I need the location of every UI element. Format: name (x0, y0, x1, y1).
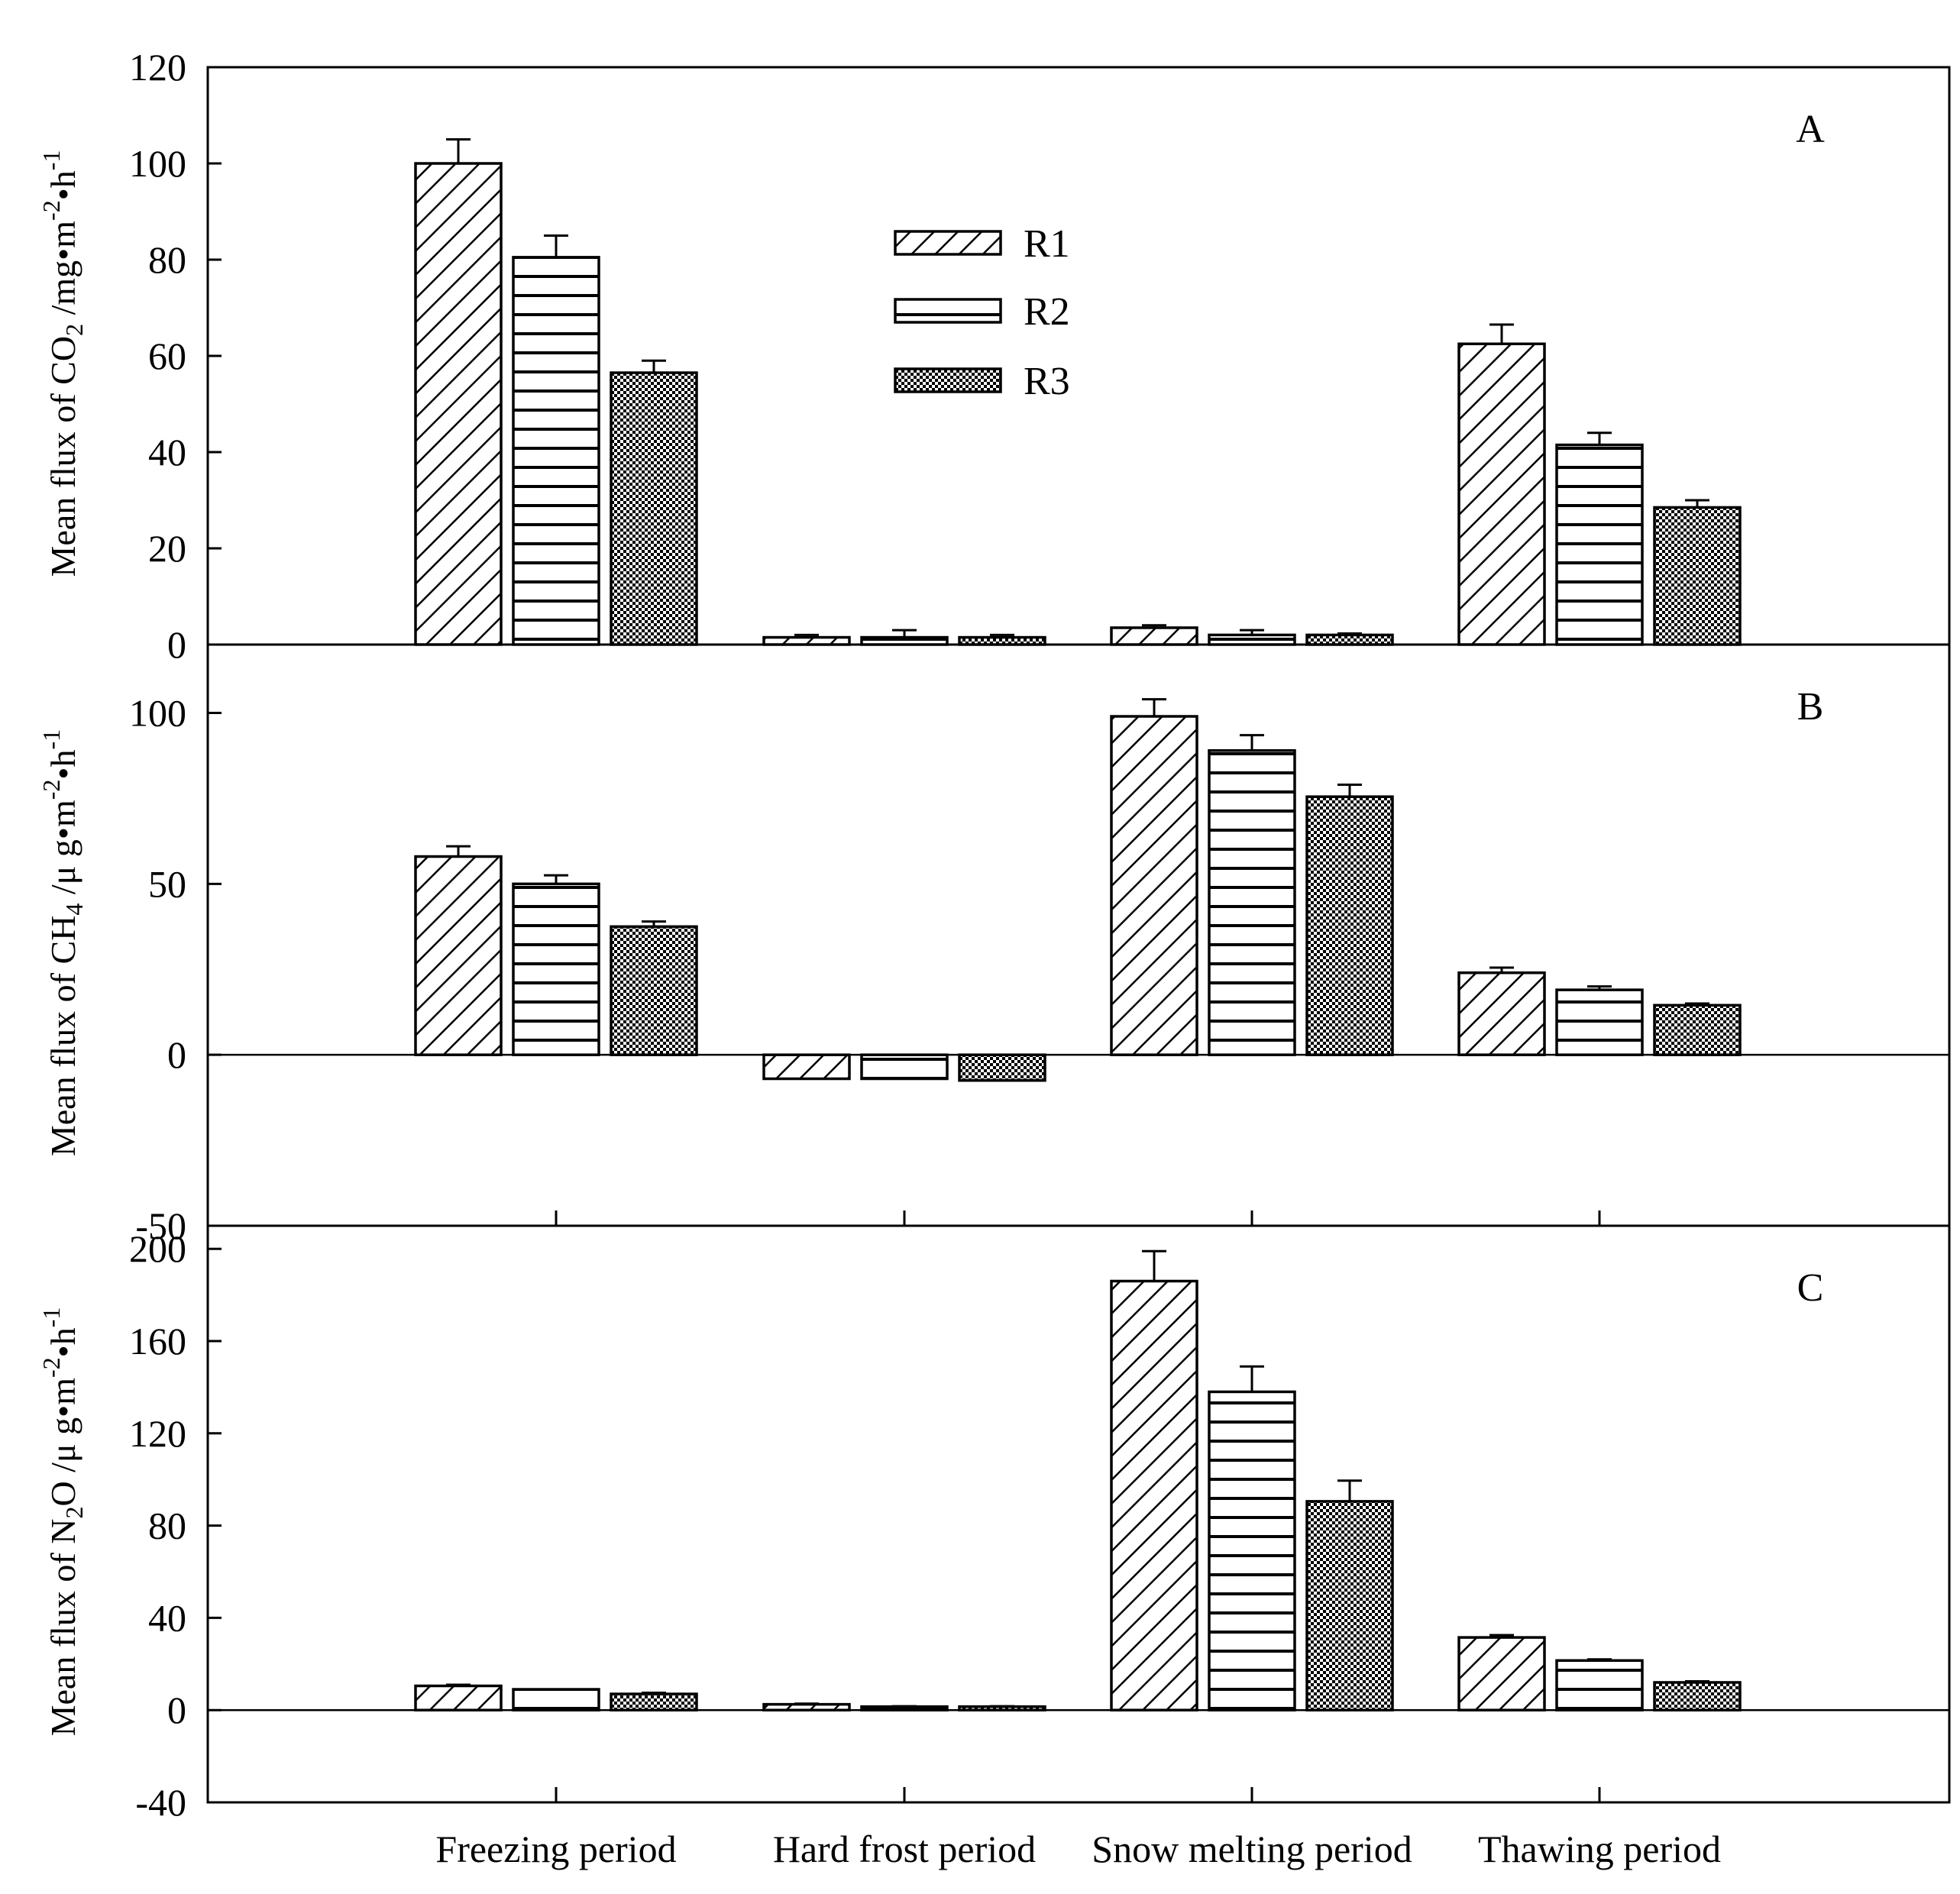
legend-label: R2 (1024, 290, 1070, 334)
bar-a-r2-3 (1555, 443, 1644, 646)
bar-c-r3-3 (1653, 1681, 1742, 1711)
y-tick-label: 120 (129, 1412, 186, 1455)
bar-a-r2-0 (512, 256, 600, 646)
bar-c-r1-1 (762, 1702, 851, 1711)
panel-label: A (1796, 108, 1825, 151)
y-tick-label: 120 (129, 46, 186, 89)
y-tick-label: 80 (148, 238, 186, 281)
y-tick-label: 0 (167, 623, 186, 666)
x-category-label: Snow melting period (1092, 1828, 1412, 1870)
y-axis-label: Mean flux of N2O /μ g•m-2•h-1 (37, 1307, 88, 1737)
bar-a-r1-3 (1457, 342, 1546, 646)
y-tick-label: 100 (129, 692, 186, 735)
legend: R1 R2 R3 (894, 222, 1070, 403)
panel-label: B (1797, 685, 1824, 729)
bar-b-r3-3 (1653, 1004, 1742, 1056)
bar-c-r2-2 (1208, 1390, 1296, 1711)
bar-b-r3-1 (958, 1053, 1046, 1082)
panel-a: 0 20 40 60 80 100 120 A Mean flux of CO2 /mg•m-2… (37, 46, 1951, 666)
legend-swatch-horizontal (894, 298, 1002, 324)
bar-b-r2-1 (860, 1053, 949, 1081)
y-tick-label: -40 (135, 1781, 186, 1824)
bar-a-r3-2 (1305, 633, 1394, 646)
y-axis-label: Mean flux of CO2 /mg•m-2•h-1 (37, 150, 88, 577)
bar-b-r2-2 (1208, 749, 1296, 1056)
legend-label: R3 (1024, 360, 1070, 403)
y-tick-label: 160 (129, 1320, 186, 1362)
bar-c-r1-3 (1457, 1636, 1546, 1711)
legend-item-r1: R1 (894, 222, 1070, 266)
bar-a-r3-0 (610, 371, 698, 646)
y-tick-label: 200 (129, 1227, 186, 1270)
bar-b-r2-0 (512, 882, 600, 1056)
y-tick-label: 50 (148, 862, 186, 905)
x-category-label: Hard frost period (773, 1828, 1036, 1870)
y-tick-label: -50 (135, 1204, 186, 1247)
x-axis-categories: Freezing period Hard frost period Snow mel… (435, 1828, 1721, 1870)
bar-b-r1-1 (762, 1053, 851, 1081)
bar-c-r1-0 (414, 1684, 503, 1711)
bar-c-r1-2 (1110, 1279, 1198, 1711)
x-category-label: Freezing period (435, 1828, 676, 1870)
y-tick-label: 0 (167, 1689, 186, 1731)
panel-frame (206, 1224, 1951, 1804)
y-tick-label: 60 (148, 335, 186, 377)
bar-a-r1-0 (414, 162, 503, 646)
panels-layer: 0 20 40 60 80 100 120 A Mean flux of CO2 /mg•m-2… (37, 46, 1951, 1824)
panel-label: C (1797, 1266, 1824, 1310)
bar-b-r3-0 (610, 925, 698, 1056)
legend-item-r3: R3 (894, 360, 1070, 403)
y-tick-label: 100 (129, 142, 186, 185)
y-tick-label: 0 (167, 1033, 186, 1076)
bar-a-r1-2 (1110, 626, 1198, 646)
bar-c-r2-3 (1555, 1659, 1644, 1711)
y-tick-label: 40 (148, 431, 186, 474)
bar-b-r1-2 (1110, 715, 1198, 1056)
y-tick-label: 80 (148, 1505, 186, 1547)
bar-b-r1-0 (414, 855, 503, 1056)
bar-c-r3-2 (1305, 1500, 1394, 1711)
panel-c: -40 0 40 80 120 160 200 C Mean flux of N2O /μ g•… (37, 1224, 1951, 1824)
bar-a-r2-2 (1208, 633, 1296, 646)
bar-a-r3-3 (1653, 506, 1742, 646)
bar-b-r3-2 (1305, 795, 1394, 1056)
legend-label: R1 (1024, 222, 1070, 266)
legend-swatch-checker (894, 367, 1002, 393)
x-category-label: Thawing period (1478, 1828, 1721, 1870)
panel-b: -50 0 50 100 B Mean flux of CH4 /μ g•m-2•h-1 (37, 643, 1951, 1247)
legend-item-r2: R2 (894, 290, 1070, 334)
y-axis-label: Mean flux of CH4 /μ g•m-2•h-1 (37, 729, 88, 1156)
bar-b-r1-3 (1457, 971, 1546, 1056)
bar-c-r3-0 (610, 1692, 698, 1711)
y-tick-label: 20 (148, 527, 186, 570)
bar-c-r2-0 (512, 1688, 600, 1711)
legend-swatch-diagonal (894, 230, 1002, 256)
bar-b-r2-3 (1555, 988, 1644, 1056)
y-tick-label: 40 (148, 1596, 186, 1639)
